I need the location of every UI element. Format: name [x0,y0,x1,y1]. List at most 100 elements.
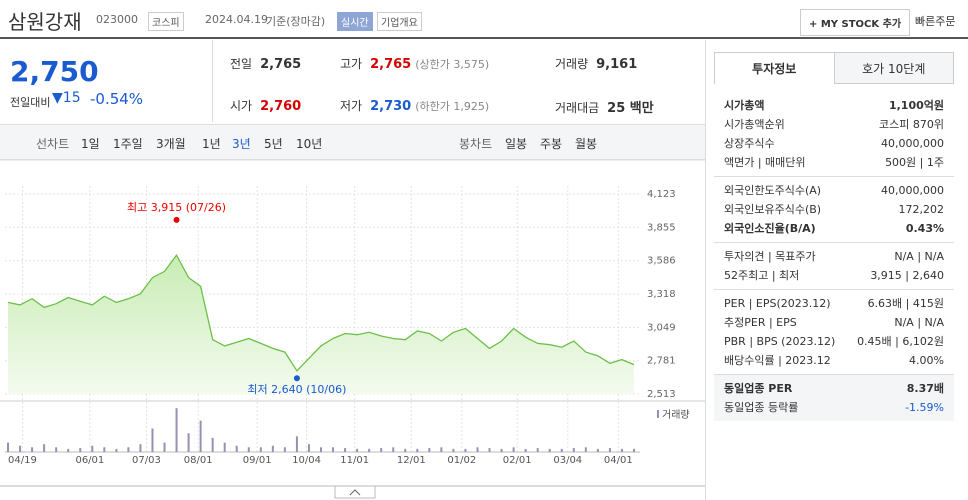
volume-bar [139,444,142,452]
volume-bar [7,442,10,452]
invest-value: 4.00% [909,354,944,367]
invest-value: 8.37배 [906,382,944,395]
invest-section: 투자의견 | 목표주가 N/A | N/A 52주최고 | 최저 3,915 | 2,… [714,243,954,290]
invest-label: 액면가 | 매매단위 [724,156,806,169]
divider [212,40,213,122]
invest-value: 500원 | 1주 [885,156,944,169]
volume-bar [187,433,190,452]
volume-bar [55,447,58,452]
invest-row: 외국인소진율(B/A) 0.43% [714,219,954,238]
volume-bar [596,448,599,452]
invest-section: 동일업종 PER 8.37배 동일업종 등락률 -1.59% [714,375,954,421]
low-label: 최저 2,640 (10/06) [247,383,346,396]
invest-tabs: 투자정보 호가 10단계 [714,52,954,84]
quote: 거래량 9,161 [555,55,637,72]
y-tick-label: 3,049 [647,322,676,333]
quote-extra: (상한가 3,575) [415,58,490,71]
invest-value: 0.45배 | 6,102원 [857,335,944,348]
volume-bar [67,448,70,452]
quote-label: 고가 [340,57,363,71]
x-tick-label: 03/04 [553,455,582,466]
change: ▼15 [52,90,81,106]
low-marker [293,375,300,382]
quote-label: 거래량 [555,57,589,71]
volume-bar [572,448,575,452]
volume-bar [163,442,166,452]
invest-tab[interactable]: 투자정보 [714,52,835,84]
volume-bar [560,448,563,452]
invest-row: 추정PER | EPS N/A | N/A [714,313,954,332]
invest-row: 상장주식수 40,000,000 [714,134,954,153]
mystock-button[interactable]: + MY STOCK 추가 [800,9,911,36]
volume-bar [235,445,238,452]
invest-panel: 투자정보 호가 10단계 시가총액 1,100억원 시가총액순위 코스피 870위 상장주식… [714,52,954,421]
change-label: 전일대비 [10,96,51,109]
volume-bar [127,447,130,452]
candle-tab[interactable]: 일봉 [505,137,528,151]
x-tick-label: 12/01 [397,455,426,466]
invest-label: PBR | BPS (2023.12) [724,335,836,348]
invest-label: PER | EPS(2023.12) [724,297,831,310]
volume-bar [440,447,443,452]
invest-value: N/A | N/A [894,316,944,329]
candle-tab[interactable]: 월봉 [575,137,598,151]
invest-tab[interactable]: 호가 10단계 [834,52,954,84]
period-tab[interactable]: 1주일 [113,137,143,151]
collapse-button[interactable] [334,485,376,499]
invest-label: 투자의견 | 목표주가 [724,250,816,263]
period-tab[interactable]: 3년 [232,137,251,151]
y-tick-label: 4,123 [647,189,676,200]
invest-row: 동일업종 PER 8.37배 [714,379,954,398]
volume-bar [344,448,347,452]
period-tab[interactable]: 3개월 [156,137,186,151]
invest-value: 코스피 870위 [879,118,944,131]
realtime-button[interactable]: 실시간 [337,12,373,31]
period-bar [0,124,705,160]
volume-bar [428,448,431,452]
quote-value: 9,161 [596,57,638,72]
line-chart-label: 선차트 [36,137,70,151]
candle-tab[interactable]: 주봉 [540,137,563,151]
volume-bar [464,448,467,452]
invest-row: 배당수익률 | 2023.12 4.00% [714,351,954,370]
invest-value: 0.43% [905,222,944,235]
invest-row: 외국인보유주식수(B) 172,202 [714,200,954,219]
volume-bar [175,408,178,452]
invest-row: 시가총액순위 코스피 870위 [714,115,954,134]
invest-label: 동일업종 등락률 [724,401,799,414]
chart: 4,123 3,855 3,586 3,318 3,049 2,781 2,513 04/19… [0,160,705,499]
volume-bar [488,448,491,452]
quote-value: 2,765 [260,57,302,72]
basis: 기준(장마감) [266,15,326,28]
period-tab[interactable]: 5년 [264,137,283,151]
invest-label: 시가총액 [724,99,765,112]
x-tick-label: 04/19 [8,455,37,466]
period-tab[interactable]: 1년 [202,137,221,151]
invest-row: 52주최고 | 최저 3,915 | 2,640 [714,266,954,285]
quote-label: 저가 [340,99,363,113]
divider [705,40,706,500]
volume-bar [620,448,623,452]
volume-bar [632,448,635,452]
company-info-button[interactable]: 기업개요 [377,12,422,31]
volume-bar [223,442,226,452]
invest-row: 외국인한도주식수(A) 40,000,000 [714,181,954,200]
x-tick-label: 04/01 [604,455,633,466]
quick-order[interactable]: 빠른주문 [915,15,956,28]
period-tab[interactable]: 10년 [296,137,323,151]
volume-bar [295,436,298,452]
y-tick-label: 2,781 [647,356,676,367]
quote-label: 전일 [230,57,253,71]
quote-value: 25 백만 [607,101,654,116]
x-tick-label: 01/02 [447,455,476,466]
period-tab[interactable]: 1일 [81,137,100,151]
volume-bar [151,428,154,452]
invest-label: 외국인소진율(B/A) [724,222,816,235]
invest-row: 동일업종 등락률 -1.59% [714,398,954,417]
invest-label: 52주최고 | 최저 [724,269,800,282]
x-tick-label: 09/01 [243,455,272,466]
invest-value: 40,000,000 [881,184,944,197]
invest-value: 3,915 | 2,640 [870,269,944,282]
quote-extra: (하한가 1,925) [415,100,490,113]
